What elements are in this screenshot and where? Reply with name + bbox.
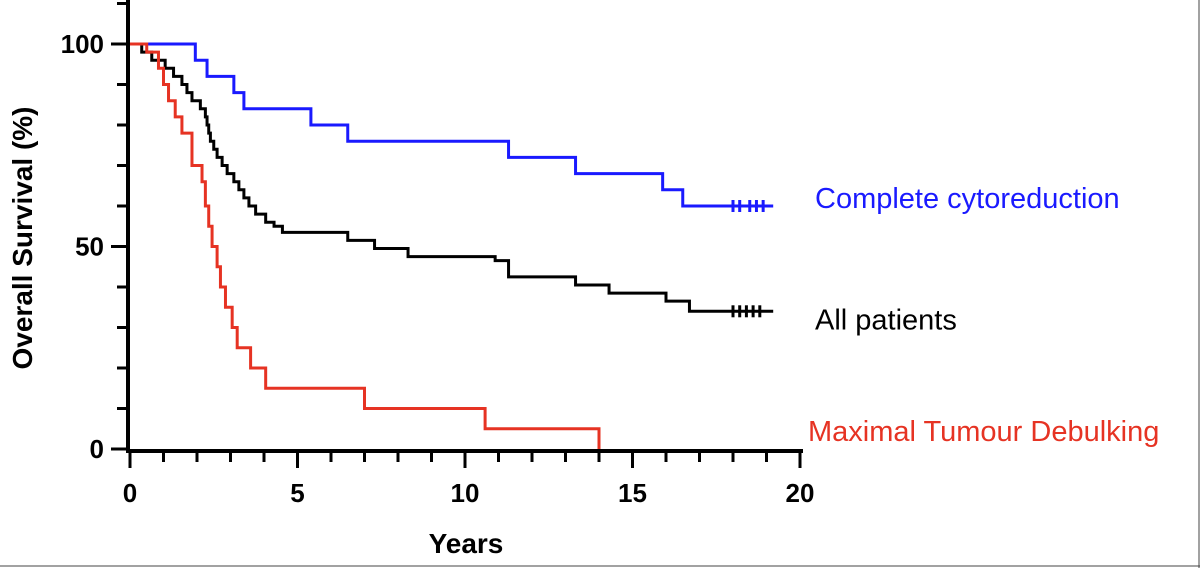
y-tick-label: 0 — [90, 434, 104, 464]
tick-labels: 0 5 10 15 20 0 50 100 — [61, 29, 815, 508]
series-label-1: All patients — [815, 304, 957, 336]
series-line-2 — [130, 42, 601, 449]
x-tick-label: 10 — [451, 478, 480, 508]
censor-layer — [731, 200, 765, 318]
y-axis-title: Overall Survival (%) — [7, 106, 38, 369]
legend: Complete cytoreduction All patients Maxima… — [808, 183, 1159, 448]
series-line-1 — [130, 42, 774, 313]
ticks — [111, 2, 802, 468]
y-tick-label: 100 — [61, 29, 104, 59]
x-tick-label: 5 — [290, 478, 304, 508]
y-tick-label: 50 — [75, 232, 104, 262]
series-label-2: Maximal Tumour Debulking — [808, 416, 1159, 448]
axes — [126, 0, 803, 453]
series-line-0 — [130, 42, 774, 208]
x-axis-title: Years — [429, 528, 504, 559]
series-layer — [130, 42, 774, 449]
x-tick-label: 20 — [786, 478, 815, 508]
series-label-0: Complete cytoreduction — [815, 183, 1120, 215]
x-tick-label: 15 — [618, 478, 647, 508]
x-tick-label: 0 — [123, 478, 137, 508]
